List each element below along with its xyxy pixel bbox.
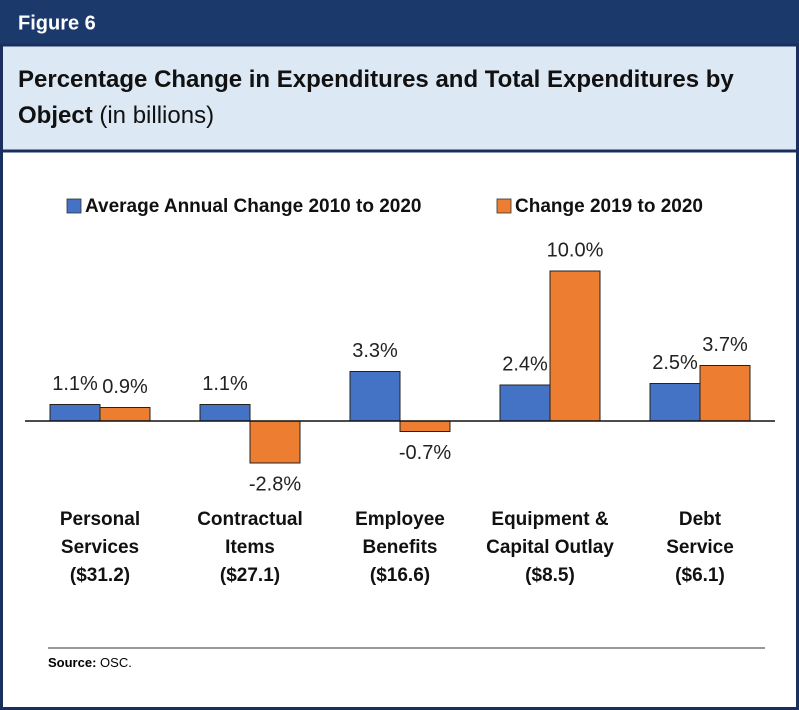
header-bar: [0, 0, 799, 45]
bar: [49, 404, 101, 422]
bar: [349, 371, 401, 422]
data-label: -2.8%: [249, 473, 301, 495]
data-label: 0.9%: [102, 376, 148, 398]
data-label: 2.5%: [652, 352, 698, 374]
legend-label: Change 2019 to 2020: [515, 196, 703, 217]
data-label: 2.4%: [502, 353, 548, 375]
data-label: 3.7%: [702, 334, 748, 356]
x-tick-label: Debt Service ($6.1): [666, 509, 734, 586]
source-label: Source:: [48, 655, 96, 670]
title-box: [0, 43, 799, 153]
source-text: OSC.: [100, 655, 132, 670]
legend-label: Average Annual Change 2010 to 2020: [85, 196, 422, 217]
bar: [199, 404, 251, 422]
x-tick-label: Employee Benefits ($16.6): [355, 509, 445, 586]
bar: [549, 270, 601, 422]
legend-swatch: [66, 198, 82, 214]
x-tick-label: Equipment & Capital Outlay ($8.5): [486, 509, 614, 586]
bar: [249, 420, 301, 464]
data-label: 1.1%: [202, 373, 248, 395]
data-label: 3.3%: [352, 340, 398, 362]
bar: [99, 407, 151, 422]
x-tick-label: Personal Services ($31.2): [59, 509, 141, 586]
data-label: -0.7%: [399, 442, 451, 464]
title: Percentage Change in Expenditures and To…: [18, 62, 778, 134]
figure-label: Figure 6: [18, 12, 96, 34]
bar: [499, 384, 551, 422]
bar: [649, 383, 701, 422]
x-tick-label: Contractual Items ($27.1): [197, 509, 303, 586]
data-label: 10.0%: [547, 239, 604, 261]
legend-swatch: [496, 198, 512, 214]
chart-subtitle: (in billions): [99, 102, 215, 129]
bar: [699, 365, 751, 422]
source: Source: OSC.: [48, 655, 132, 670]
data-label: 1.1%: [52, 373, 98, 395]
chart-title: Percentage Change in Expenditures and To…: [18, 66, 734, 129]
bar: [399, 420, 451, 432]
